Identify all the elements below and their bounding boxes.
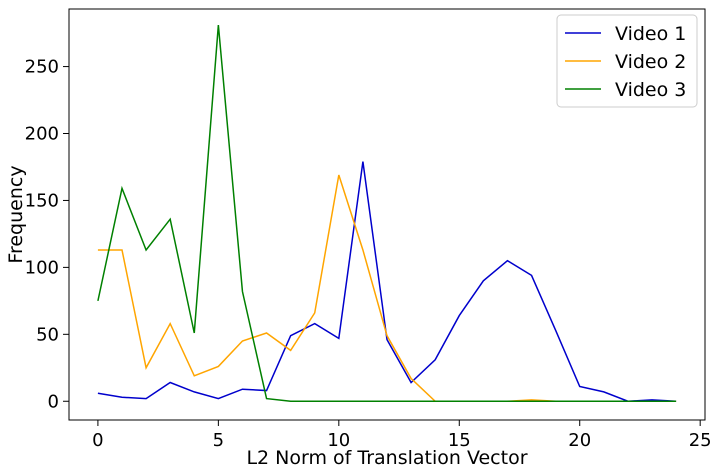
x-tick-label: 25: [689, 430, 712, 451]
plot-frame: [68, 8, 706, 421]
y-axis-ticks: 0 50 100 150 200 250: [25, 57, 69, 412]
series-layer: [97, 25, 677, 403]
y-tick-label: 50: [36, 324, 59, 345]
x-tick-label: 15: [448, 430, 471, 451]
y-tick-label: 250: [25, 57, 59, 78]
legend: Video 1 Video 2 Video 3: [556, 14, 698, 108]
x-tick-label: 20: [568, 430, 591, 451]
x-tick-label: 0: [92, 430, 103, 451]
legend-label-video-3: Video 3: [615, 79, 686, 101]
y-tick-label: 100: [25, 257, 59, 278]
x-axis-label: L2 Norm of Translation Vector: [246, 447, 527, 469]
x-tick-label: 10: [327, 430, 350, 451]
legend-box: [556, 14, 698, 108]
y-axis-label: Frequency: [5, 165, 27, 263]
y-tick-label: 200: [25, 124, 59, 145]
series-line-video-3: [97, 25, 677, 403]
y-tick-label: 0: [48, 391, 59, 412]
y-tick-label: 150: [25, 190, 59, 211]
series-line-video-1: [97, 161, 677, 403]
x-tick-label: 5: [213, 430, 224, 451]
legend-label-video-1: Video 1: [615, 23, 686, 45]
x-axis-ticks: 0 5 10 15 20 25: [92, 420, 712, 451]
legend-label-video-2: Video 2: [615, 51, 686, 73]
